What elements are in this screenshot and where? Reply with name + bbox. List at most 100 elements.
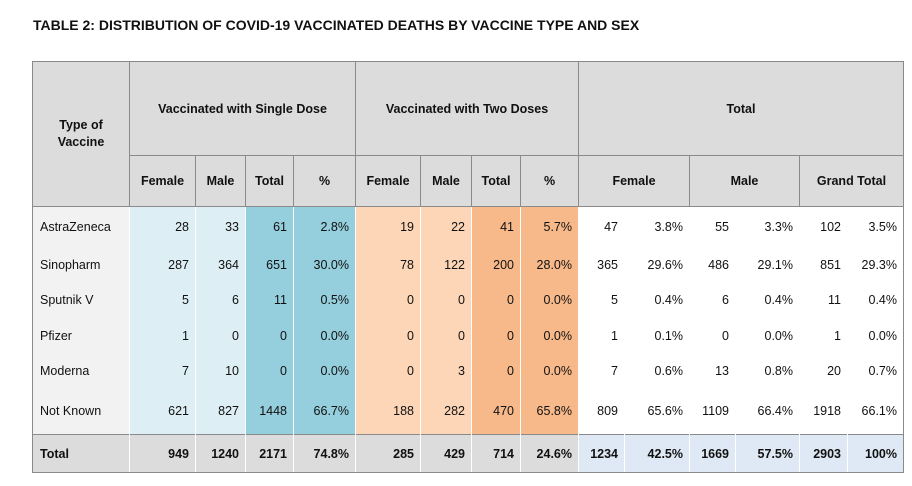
cell: 19: [355, 206, 421, 248]
cell: 0.0%: [293, 353, 356, 389]
cell: 66.7%: [293, 388, 356, 435]
header-single-male: Male: [195, 155, 246, 207]
header-two-doses: Vaccinated with Two Doses: [355, 61, 579, 156]
row-vaccine-name: Sinopharm: [32, 247, 130, 283]
cell: 0: [245, 317, 294, 354]
cell: 0: [245, 353, 294, 389]
row-vaccine-name: Not Known: [32, 388, 130, 435]
cell: 714: [471, 434, 521, 473]
cell: 7: [129, 353, 196, 389]
cell: 20: [799, 353, 848, 389]
header-grand-total: Grand Total: [799, 155, 904, 207]
cell: 42.5%: [624, 434, 690, 473]
cell: 22: [420, 206, 472, 248]
table-title: TABLE 2: DISTRIBUTION OF COVID-19 VACCIN…: [33, 17, 640, 33]
cell: 65.8%: [520, 388, 579, 435]
table-row: Sputnik V 5 6 11 0.5% 0 0 0 0.0% 5 0.4% …: [32, 282, 904, 318]
cell: 827: [195, 388, 246, 435]
table-row: Pfizer 1 0 0 0.0% 0 0 0 0.0% 1 0.1% 0 0.…: [32, 317, 904, 354]
cell: 285: [355, 434, 421, 473]
cell: 30.0%: [293, 247, 356, 283]
cell: 24.6%: [520, 434, 579, 473]
header-single-total: Total: [245, 155, 294, 207]
cell: 66.1%: [847, 388, 904, 435]
cell: 188: [355, 388, 421, 435]
cell: 0.0%: [520, 317, 579, 354]
cell: 11: [245, 282, 294, 318]
cell: 0.1%: [624, 317, 690, 354]
cell: 0.0%: [735, 317, 800, 354]
cell: 0.4%: [847, 282, 904, 318]
cell: 0.4%: [735, 282, 800, 318]
cell: 0.0%: [847, 317, 904, 354]
cell: 0.0%: [520, 353, 579, 389]
cell: 0: [471, 353, 521, 389]
header-total-male: Male: [689, 155, 800, 207]
row-vaccine-name: AstraZeneca: [32, 206, 130, 248]
cell: 57.5%: [735, 434, 800, 473]
header-single-dose: Vaccinated with Single Dose: [129, 61, 356, 156]
row-vaccine-name: Pfizer: [32, 317, 130, 354]
cell: 3: [420, 353, 472, 389]
header-type-of-vaccine: Type of Vaccine: [32, 61, 130, 207]
header-two-female: Female: [355, 155, 421, 207]
cell: 470: [471, 388, 521, 435]
cell: 2171: [245, 434, 294, 473]
cell: 3.8%: [624, 206, 690, 248]
cell: 41: [471, 206, 521, 248]
total-label: Total: [32, 434, 130, 473]
cell: 0.8%: [735, 353, 800, 389]
cell: 7: [578, 353, 625, 389]
cell: 5.7%: [520, 206, 579, 248]
cell: 0: [355, 282, 421, 318]
cell: 5: [129, 282, 196, 318]
cell: 0: [195, 317, 246, 354]
cell: 1109: [689, 388, 736, 435]
cell: 28: [129, 206, 196, 248]
cell: 100%: [847, 434, 904, 473]
row-vaccine-name: Moderna: [32, 353, 130, 389]
header-two-male: Male: [420, 155, 472, 207]
cell: 287: [129, 247, 196, 283]
header-single-female: Female: [129, 155, 196, 207]
cell: 1: [129, 317, 196, 354]
cell: 486: [689, 247, 736, 283]
cell: 29.1%: [735, 247, 800, 283]
cell: 1918: [799, 388, 848, 435]
cell: 282: [420, 388, 472, 435]
cell: 65.6%: [624, 388, 690, 435]
cell: 1448: [245, 388, 294, 435]
cell: 55: [689, 206, 736, 248]
cell: 13: [689, 353, 736, 389]
cell: 0.7%: [847, 353, 904, 389]
cell: 851: [799, 247, 848, 283]
cell: 11: [799, 282, 848, 318]
cell: 28.0%: [520, 247, 579, 283]
cell: 1669: [689, 434, 736, 473]
vaccine-deaths-table: Type of Vaccine Vaccinated with Single D…: [32, 61, 904, 473]
cell: 1: [799, 317, 848, 354]
cell: 0.6%: [624, 353, 690, 389]
cell: 949: [129, 434, 196, 473]
cell: 809: [578, 388, 625, 435]
cell: 3.5%: [847, 206, 904, 248]
cell: 365: [578, 247, 625, 283]
cell: 2.8%: [293, 206, 356, 248]
cell: 33: [195, 206, 246, 248]
table-row: AstraZeneca 28 33 61 2.8% 19 22 41 5.7% …: [32, 206, 904, 248]
cell: 0: [471, 317, 521, 354]
cell: 651: [245, 247, 294, 283]
cell: 0.0%: [293, 317, 356, 354]
total-row: Total 949 1240 2171 74.8% 285 429 714 24…: [32, 434, 904, 473]
cell: 74.8%: [293, 434, 356, 473]
cell: 364: [195, 247, 246, 283]
header-two-percent: %: [520, 155, 579, 207]
table-row: Sinopharm 287 364 651 30.0% 78 122 200 2…: [32, 247, 904, 283]
cell: 0: [420, 282, 472, 318]
cell: 0.0%: [520, 282, 579, 318]
cell: 1: [578, 317, 625, 354]
cell: 66.4%: [735, 388, 800, 435]
cell: 0.5%: [293, 282, 356, 318]
cell: 0: [689, 317, 736, 354]
cell: 2903: [799, 434, 848, 473]
